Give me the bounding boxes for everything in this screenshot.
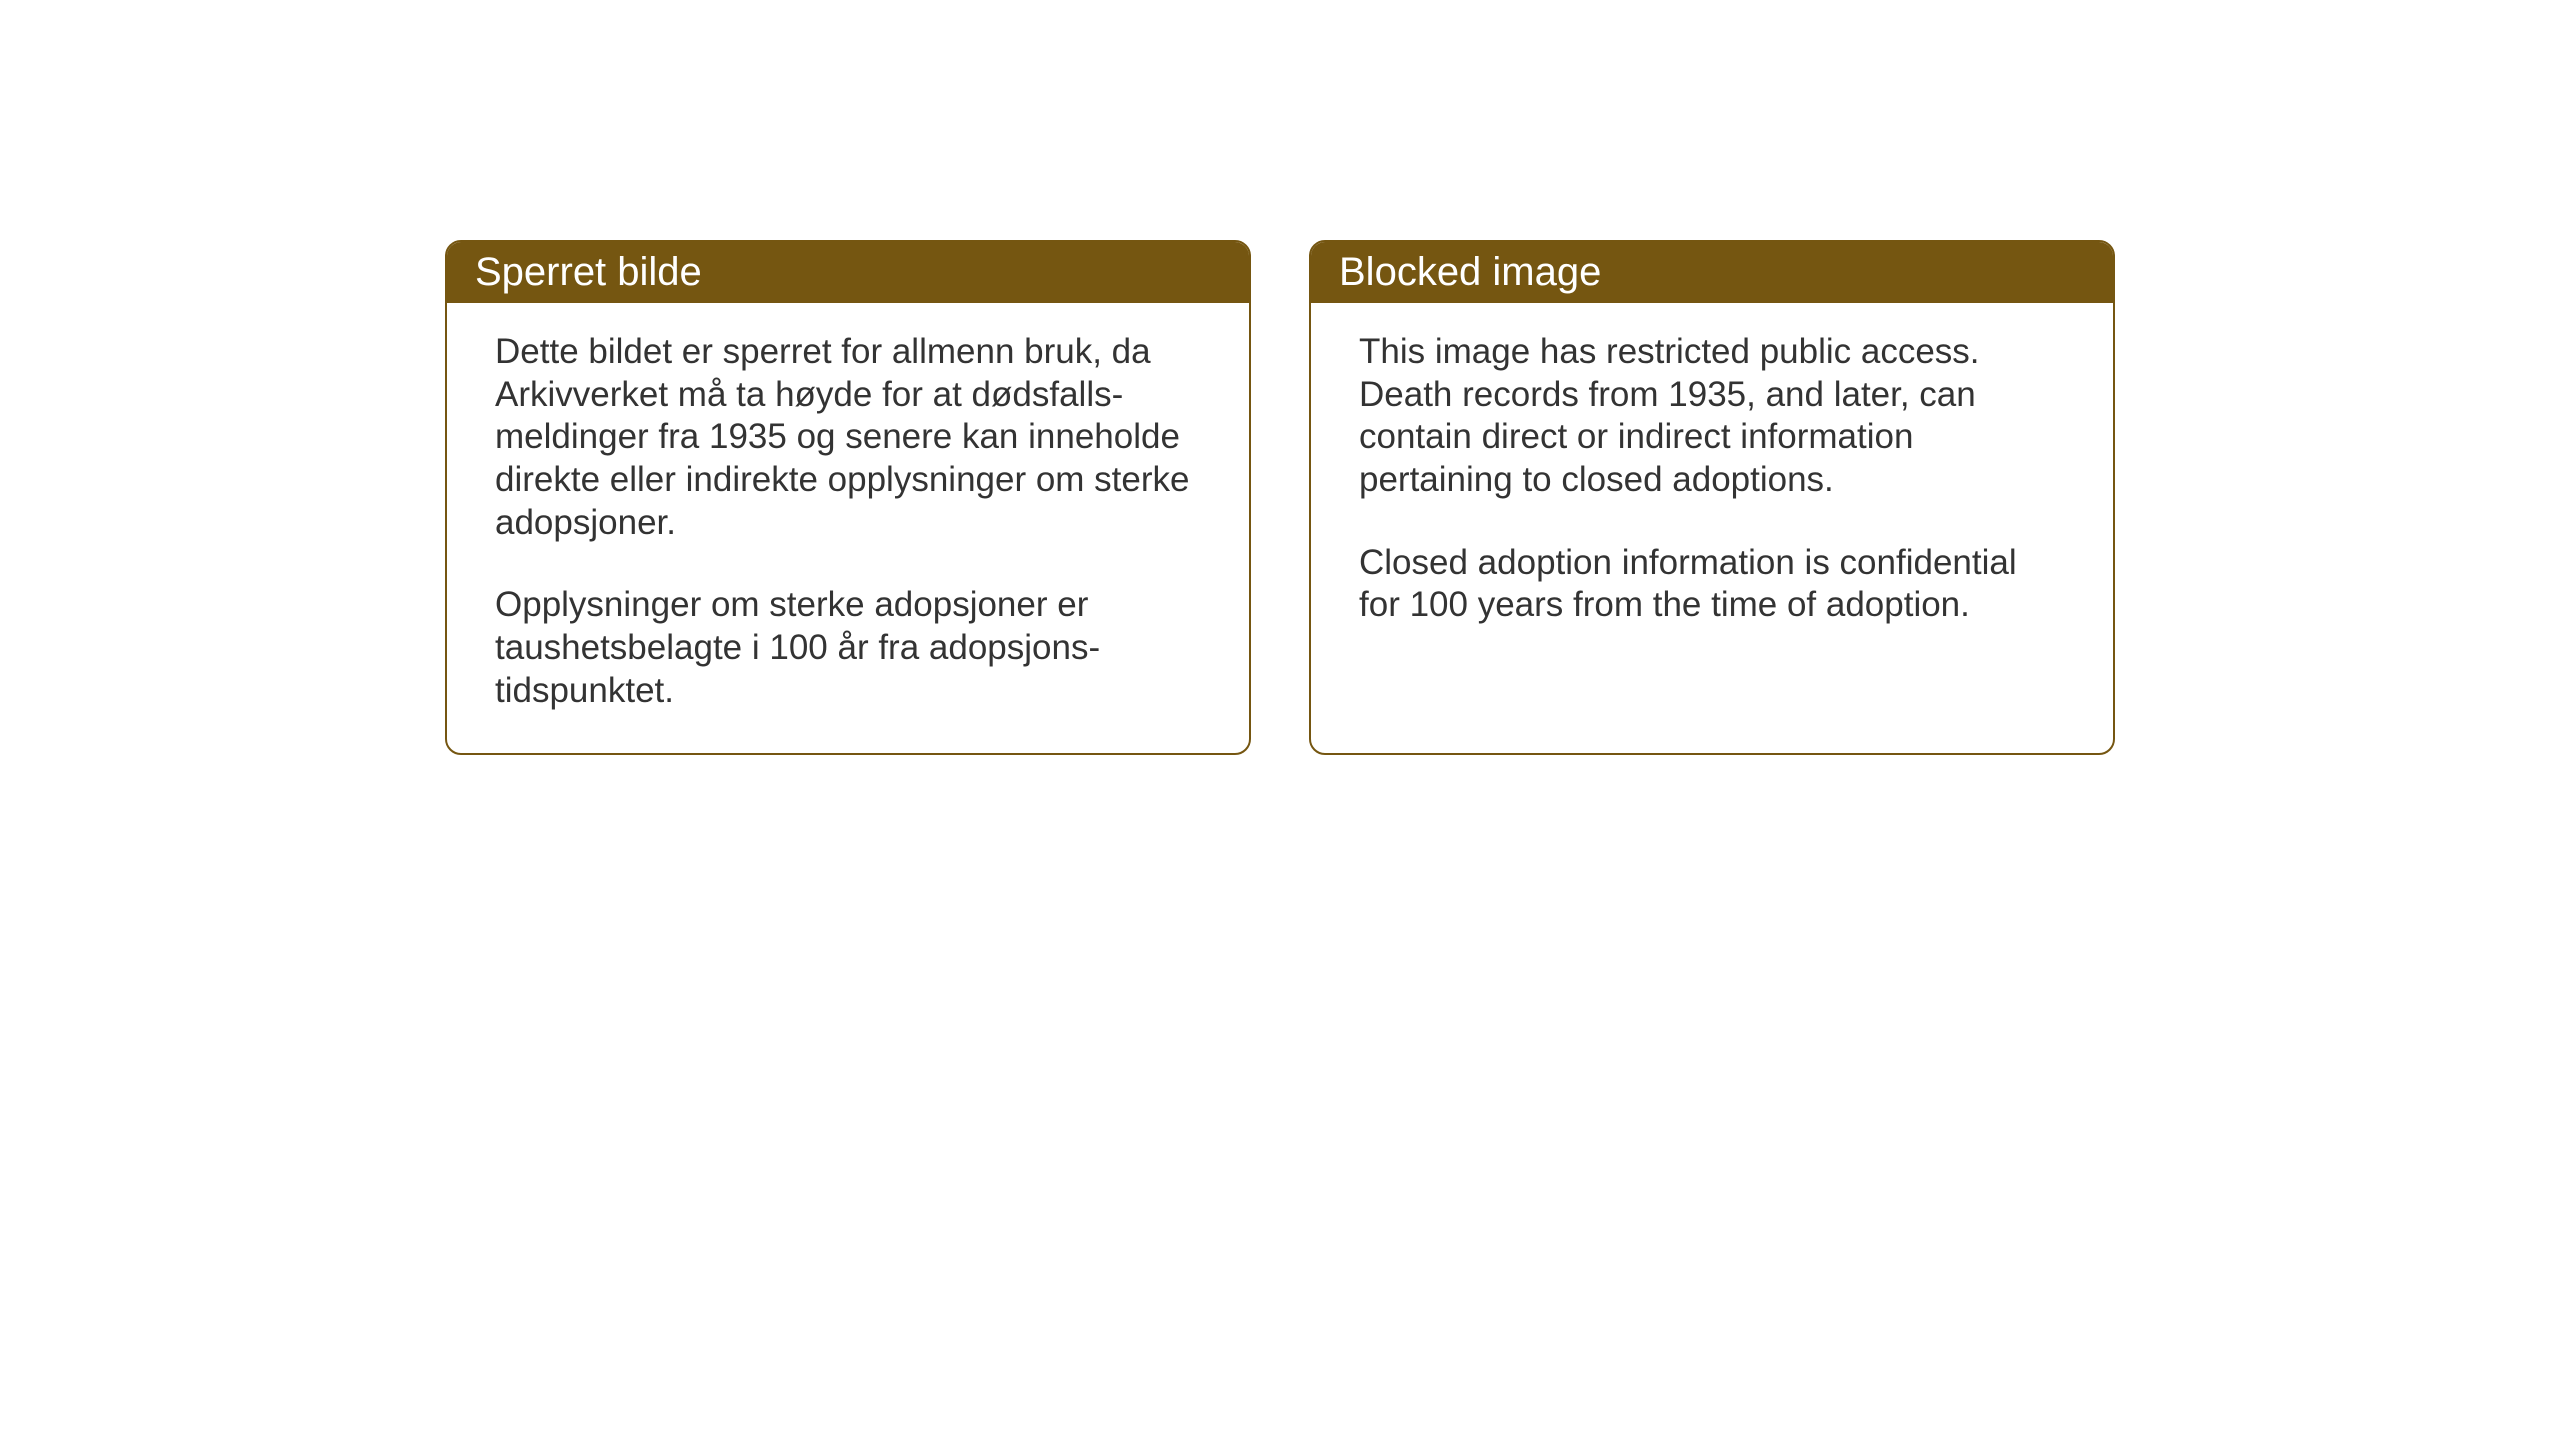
- norwegian-card-header: Sperret bilde: [447, 242, 1249, 303]
- cards-container: Sperret bilde Dette bildet er sperret fo…: [445, 240, 2115, 755]
- english-paragraph-1: This image has restricted public access.…: [1359, 331, 2065, 502]
- norwegian-paragraph-1: Dette bildet er sperret for allmenn bruk…: [495, 331, 1201, 544]
- english-paragraph-2: Closed adoption information is confident…: [1359, 542, 2065, 627]
- english-card-body: This image has restricted public access.…: [1311, 303, 2113, 667]
- norwegian-paragraph-2: Opplysninger om sterke adopsjoner er tau…: [495, 584, 1201, 712]
- english-card: Blocked image This image has restricted …: [1309, 240, 2115, 755]
- norwegian-card-body: Dette bildet er sperret for allmenn bruk…: [447, 303, 1249, 753]
- norwegian-card: Sperret bilde Dette bildet er sperret fo…: [445, 240, 1251, 755]
- english-card-header: Blocked image: [1311, 242, 2113, 303]
- norwegian-card-title: Sperret bilde: [475, 250, 702, 294]
- english-card-title: Blocked image: [1339, 250, 1601, 294]
